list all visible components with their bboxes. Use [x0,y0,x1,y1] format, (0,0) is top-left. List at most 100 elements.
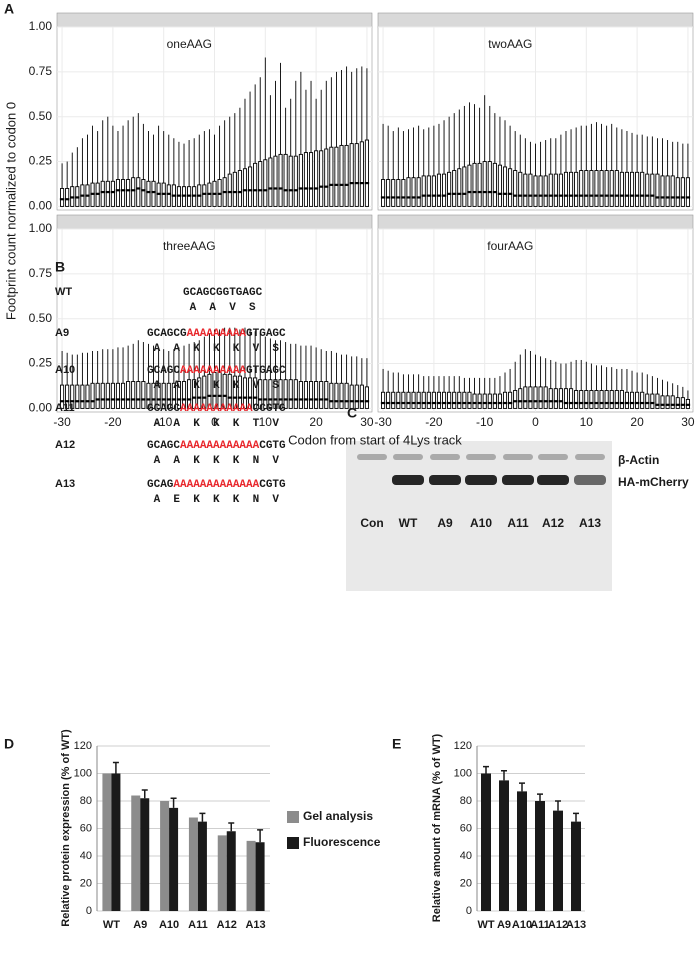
amino-acid: K [213,418,220,430]
sequence-repeat: AAAAAAAAAAA [180,403,253,415]
sequence-suffix: CGTG [259,440,286,452]
box [452,391,457,409]
box [151,382,156,409]
amino-acid: K [213,343,220,355]
bar [160,801,170,911]
box [558,173,563,207]
box [339,144,344,207]
box [553,388,558,409]
error-bar [199,812,206,822]
box [416,391,421,409]
box [278,379,283,409]
y-tick-label: 0.50 [29,311,53,325]
x-tick-label: 10 [580,415,594,429]
box [263,379,268,409]
box [237,375,242,409]
box [411,391,416,409]
box [105,382,110,409]
y-tick-label: 0.00 [29,401,53,415]
panel-letter: C [347,405,357,421]
box [85,384,90,409]
amino-acid: N [253,455,260,467]
box [619,390,624,409]
amino-acid: V [272,455,279,467]
box [441,173,447,207]
amino-acid: A [173,455,180,467]
x-tick-label: 30 [360,415,374,429]
box [278,153,283,207]
box [349,143,354,207]
box [543,386,548,409]
box [396,391,401,409]
box [334,146,339,207]
box [579,170,584,207]
box [329,146,334,207]
box [497,164,502,207]
x-tick-label: A13 [566,919,586,931]
box [629,391,635,409]
box [65,188,70,207]
box [288,155,293,207]
y-tick-label: 40 [460,850,472,862]
box [467,391,472,409]
box [594,170,599,207]
box [502,166,508,207]
box [115,382,121,409]
box [359,384,364,409]
box [589,170,594,207]
x-tick-label: -30 [374,415,392,429]
amino-acid: K [213,494,220,506]
box [436,391,442,409]
box [406,177,411,207]
box [146,382,151,409]
sequence-prefix: GCAGC [147,365,180,377]
panel-letter: D [4,736,14,752]
box [619,171,624,207]
box [314,381,319,409]
box [609,170,614,207]
box [523,173,528,207]
sequence-label: WT [55,286,72,298]
y-axis-title: Footprint count normalized to codon 0 [3,102,18,320]
band-label: HA-mCherry [618,475,689,489]
box [599,170,604,207]
box [635,391,640,409]
box [324,381,329,409]
x-tick-label: A10 [159,919,179,931]
box [100,382,105,409]
error-bar [483,765,489,774]
x-tick-label: A10 [512,919,532,931]
y-tick-label: 80 [80,795,92,807]
y-axis-title: Relative protein expression (% of WT) [60,729,72,927]
box [115,179,121,207]
box [141,179,146,207]
box [253,377,258,409]
box [288,379,293,409]
amino-acid: K [193,494,200,506]
y-tick-label: 0.75 [29,266,53,280]
box [242,168,248,207]
error-bar [573,812,579,822]
error-bar [555,800,561,811]
amino-acid: A [154,455,161,467]
facet-strip [377,12,694,28]
y-tick-label: 0.25 [29,356,53,370]
x-tick-label: A9 [497,919,511,931]
facet-title: threeAAG [163,239,216,253]
box [110,180,115,207]
box [604,390,609,409]
amino-acid: K [213,455,220,467]
box [268,157,273,207]
error-bar [519,782,525,792]
box [391,391,396,409]
box [401,179,406,207]
box [192,379,197,409]
bar [217,835,227,911]
box [665,395,670,409]
box [283,379,288,409]
sequence-prefix: GCAGCG [147,328,187,340]
box [533,386,538,409]
x-tick-label: -20 [104,415,122,429]
lane-label: A11 [507,516,529,530]
actin-band [538,454,568,460]
